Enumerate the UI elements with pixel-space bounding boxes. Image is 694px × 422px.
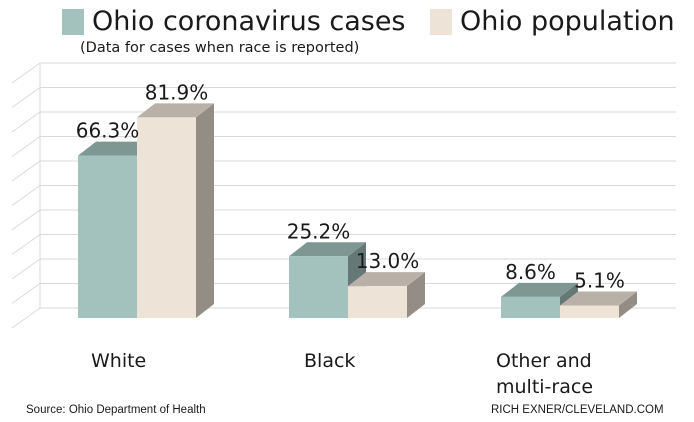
category-label-other: Other and multi-race <box>496 348 593 400</box>
category-label-line: Other and <box>496 350 592 372</box>
legend-item-population: Ohio population <box>430 6 675 37</box>
category-label-white: White <box>91 348 146 374</box>
legend-label-cases: Ohio coronavirus cases <box>92 6 406 37</box>
gridline-wall <box>11 136 41 157</box>
gridline-wall <box>11 209 41 231</box>
bar-top <box>560 291 637 306</box>
bar-side <box>619 291 637 318</box>
credit-line: RICH EXNER/CLEVELAND.COM <box>491 404 664 416</box>
bar <box>289 256 348 318</box>
bar <box>348 286 407 318</box>
category-label-line: White <box>91 350 147 372</box>
gridline-wall <box>11 307 41 329</box>
gridline-wall <box>11 160 41 182</box>
legend-label-population: Ohio population <box>460 6 675 37</box>
data-labels: 66.3% 25.2% 8.6% 81.9% 13.0% 5.1% <box>76 80 625 292</box>
legend-swatch-population <box>430 8 452 35</box>
data-label: 25.2% <box>287 219 351 243</box>
gridline-wall <box>11 111 41 133</box>
bar-top <box>289 242 366 257</box>
gridline-wall <box>11 185 41 206</box>
bar <box>560 305 619 318</box>
bar-top <box>78 141 155 156</box>
bar <box>78 155 137 318</box>
legend-item-cases: Ohio coronavirus cases <box>62 6 406 37</box>
bar-top <box>501 282 578 297</box>
data-label: 5.1% <box>574 269 625 293</box>
category-label-black: Black <box>304 348 355 374</box>
bar-top <box>348 272 425 287</box>
bars <box>78 103 637 318</box>
category-label-line: multi-race <box>496 376 594 398</box>
legend-swatch-cases <box>62 8 84 35</box>
data-label: 81.9% <box>145 80 209 104</box>
gridline-wall <box>11 62 41 84</box>
gridline-wall <box>11 87 41 108</box>
data-label: 8.6% <box>505 260 556 284</box>
data-label: 13.0% <box>356 249 420 273</box>
gridline-wall <box>11 283 41 304</box>
data-label: 66.3% <box>76 119 140 143</box>
bar-side <box>196 103 214 318</box>
bar-side <box>407 272 425 318</box>
gridline-wall <box>11 258 41 280</box>
bar <box>137 117 196 318</box>
bar <box>501 296 560 318</box>
source-note: Source: Ohio Department of Health <box>26 404 206 416</box>
gridline-wall <box>11 234 41 255</box>
chart-subtitle: (Data for cases when race is reported) <box>80 40 360 56</box>
bar-top <box>137 103 214 118</box>
category-label-line: Black <box>304 350 356 372</box>
